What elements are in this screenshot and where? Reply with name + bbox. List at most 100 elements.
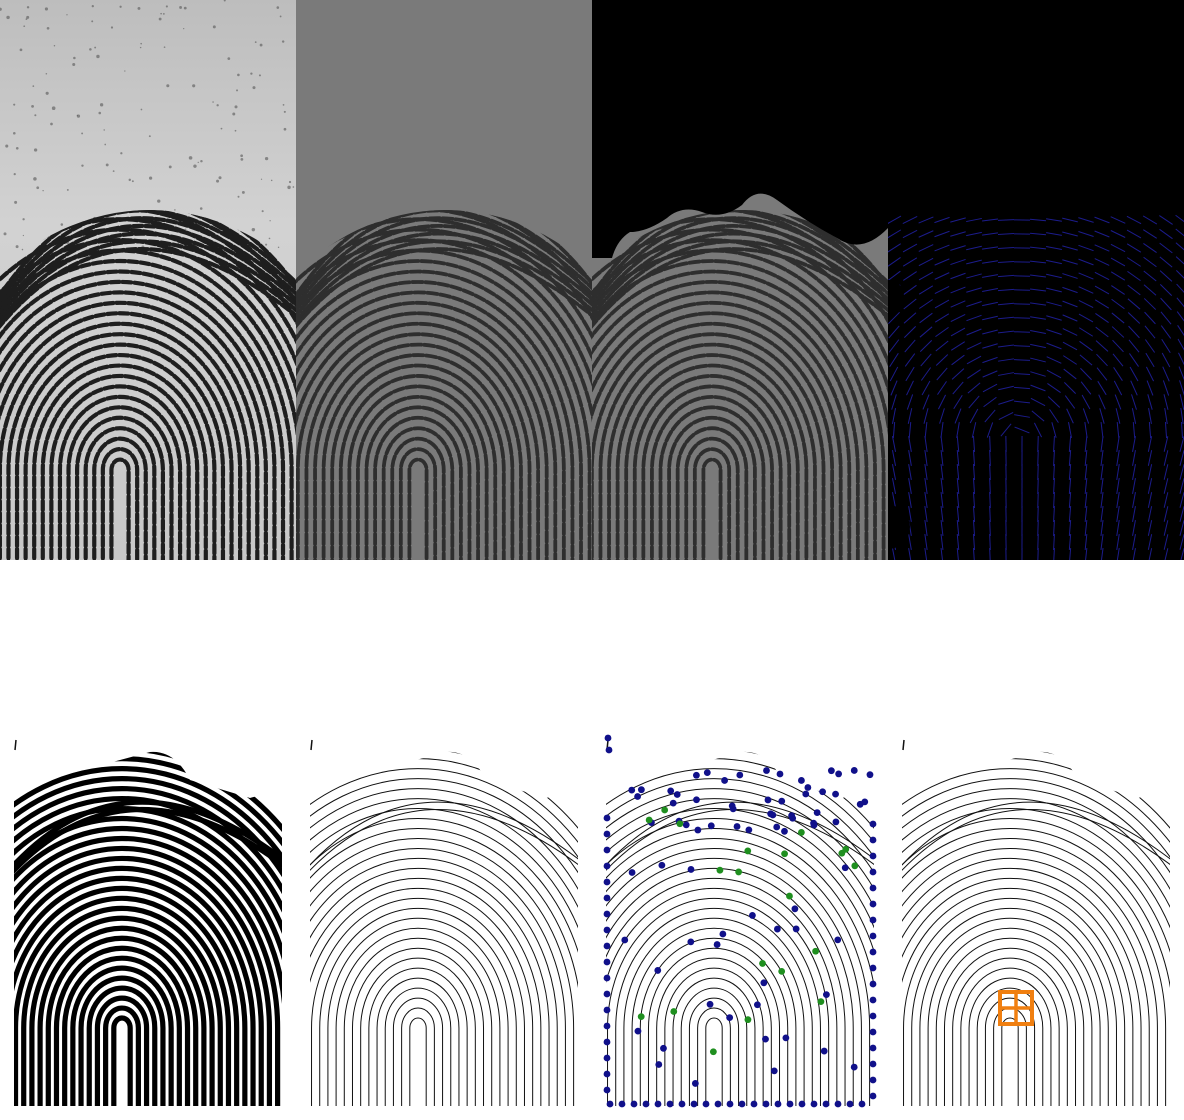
orientation-line	[1094, 216, 1110, 224]
minutia-termination-point	[654, 1100, 662, 1108]
orientation-line	[888, 270, 901, 282]
orientation-line	[982, 274, 998, 278]
ridge-line	[321, 353, 515, 560]
orientation-line	[1159, 242, 1173, 254]
orientation-line	[923, 408, 929, 424]
ridge-line	[903, 897, 1117, 1106]
orientation-line	[1180, 548, 1184, 560]
orientation-line	[1029, 274, 1047, 278]
ridge-line	[304, 332, 532, 560]
minutia-termination-point	[603, 862, 611, 870]
orientation-line	[1179, 506, 1184, 522]
minutia-termination-point	[770, 1067, 778, 1075]
minutia-termination-point	[850, 767, 858, 774]
orientation-line	[1030, 288, 1046, 292]
orientation-line	[1068, 449, 1072, 467]
orientation-line	[1014, 426, 1030, 434]
binarized-fingerprint-image	[0, 728, 296, 1120]
ridge-line	[606, 837, 871, 1106]
ridge-line	[968, 977, 1052, 1106]
orientation-line	[1053, 491, 1055, 509]
orientation-line	[989, 533, 991, 551]
ridge-line	[952, 957, 1068, 1106]
orientation-line	[1013, 345, 1031, 347]
orientation-line	[1127, 257, 1141, 267]
orientation-line	[966, 245, 982, 251]
ridge-line	[927, 927, 1093, 1106]
orientation-line	[1163, 464, 1169, 480]
orientation-line	[1062, 273, 1078, 279]
orientation-line	[952, 381, 964, 395]
orientation-line	[1053, 519, 1055, 537]
orientation-line	[1144, 325, 1156, 339]
minutia-termination-point	[707, 822, 715, 830]
ridge-line	[0, 279, 277, 560]
orientation-line	[972, 463, 976, 481]
ridge-line	[311, 897, 525, 1106]
orientation-line	[998, 385, 1014, 391]
ridge-line	[902, 778, 1170, 1106]
orientation-line	[1080, 381, 1092, 395]
orientation-line	[937, 381, 947, 395]
orientation-line	[937, 394, 947, 410]
orientation-line	[902, 243, 918, 253]
orientation-line	[1110, 230, 1126, 238]
orientation-line	[1046, 342, 1062, 350]
orientation-line	[1031, 410, 1045, 422]
orientation-line	[1098, 394, 1106, 410]
minutia-termination-point	[654, 967, 662, 974]
orientation-line	[1115, 408, 1121, 424]
orientation-line	[1176, 297, 1184, 308]
minutia-bifurcation-point	[838, 849, 846, 857]
orientation-line	[891, 408, 897, 424]
orientation-line	[956, 547, 959, 560]
orientation-line	[1014, 414, 1030, 418]
minutia-termination-point	[792, 925, 800, 933]
minutia-termination-point	[804, 784, 812, 791]
ridge-line	[360, 957, 476, 1106]
orientation-line	[1078, 299, 1094, 309]
orientation-line	[1116, 421, 1120, 439]
orientation-line	[908, 450, 912, 466]
orientation-line	[1037, 435, 1039, 453]
orientation-line	[936, 367, 948, 381]
orientation-line	[950, 314, 966, 322]
ridge-line	[606, 877, 838, 1106]
orientation-line	[1162, 366, 1170, 382]
orientation-line	[1116, 436, 1120, 452]
orientation-line	[1159, 228, 1173, 240]
orientation-line	[989, 505, 991, 523]
core-detection-image	[888, 728, 1184, 1120]
orientation-line	[1144, 339, 1156, 353]
minutia-termination-point	[791, 905, 799, 913]
ridge-line	[310, 877, 542, 1106]
minutia-termination-point	[603, 1022, 611, 1030]
minutia-termination-point	[603, 1086, 611, 1094]
minutia-bifurcation-point	[676, 820, 684, 828]
orientation-line	[1013, 359, 1031, 361]
orientation-line	[1046, 232, 1062, 236]
minutia-termination-point	[869, 1028, 877, 1036]
orientation-line	[997, 288, 1015, 292]
orientation-line	[956, 533, 960, 551]
orientation-line	[918, 285, 934, 295]
orientation-line	[1013, 386, 1031, 390]
orientation-line	[888, 257, 901, 267]
orientation-line	[1013, 331, 1031, 333]
orientation-line	[1111, 312, 1125, 324]
ridge-line	[296, 210, 592, 313]
orientation-line	[1148, 408, 1152, 424]
ridge-line	[902, 808, 1170, 899]
orientation-line	[924, 478, 928, 494]
minutia-termination-point	[760, 979, 768, 987]
orientation-line	[1068, 491, 1072, 509]
minutia-termination-point	[738, 1100, 746, 1108]
ridge-line	[296, 300, 558, 560]
minutia-termination-point	[603, 926, 611, 934]
orientation-line	[908, 492, 912, 508]
orientation-line	[966, 231, 982, 237]
orientation-line	[1046, 328, 1062, 336]
ridge-line	[592, 321, 835, 560]
ridge-line	[310, 887, 534, 1106]
minutia-termination-point	[733, 823, 741, 830]
